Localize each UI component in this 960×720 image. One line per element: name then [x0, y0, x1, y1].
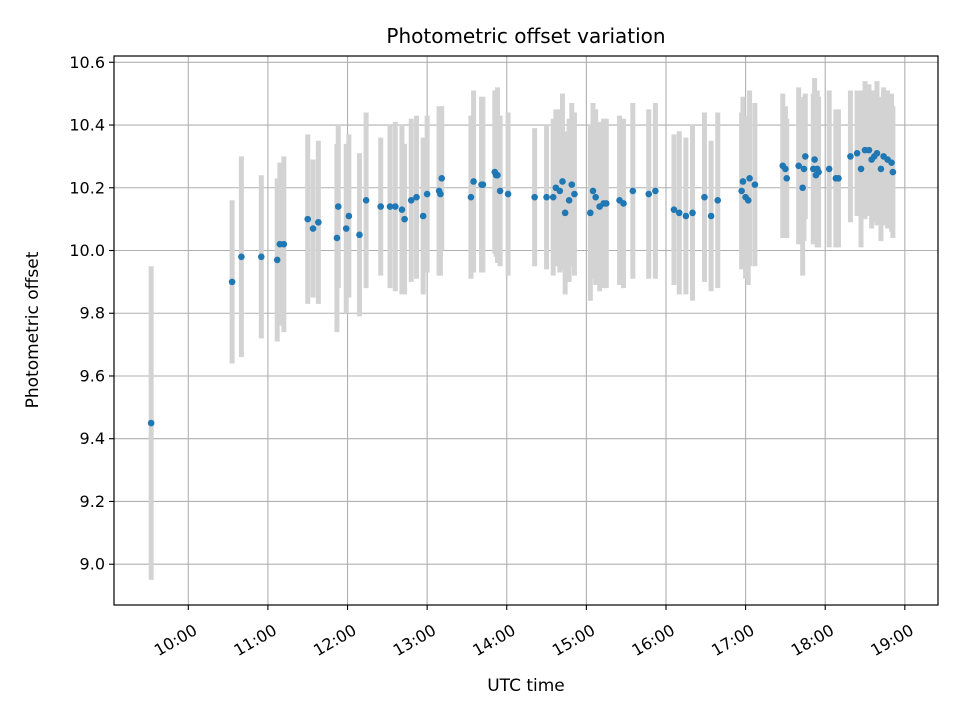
data-point	[565, 197, 573, 204]
data-point	[147, 419, 155, 427]
data-point	[494, 171, 501, 179]
y-tick-label: 10.4	[69, 116, 105, 135]
data-point	[629, 187, 637, 195]
data-point	[413, 193, 420, 201]
data-point	[334, 203, 342, 210]
data-point	[602, 200, 610, 207]
y-axis-label: Photometric offset	[23, 251, 43, 408]
data-point	[857, 165, 865, 173]
data-point	[398, 206, 406, 214]
data-point	[873, 149, 881, 157]
data-point	[437, 190, 444, 198]
data-point	[652, 187, 659, 195]
y-tick-label: 10.6	[69, 53, 105, 72]
data-point	[645, 190, 653, 198]
plot-frame	[113, 55, 939, 606]
data-point	[386, 203, 394, 210]
data-points	[147, 146, 897, 427]
data-point	[309, 225, 317, 232]
data-point	[479, 181, 487, 188]
data-point	[738, 187, 745, 195]
data-point	[815, 168, 822, 176]
data-point	[620, 200, 627, 207]
data-point	[800, 165, 808, 173]
data-point	[587, 209, 594, 217]
y-axis: 9.0 9.2 9.4 9.6 9.8 10.0 10.2 10.4 10.6	[69, 53, 114, 574]
data-point	[273, 256, 281, 264]
data-point	[362, 197, 370, 204]
data-point	[496, 187, 504, 195]
data-point	[561, 209, 569, 217]
data-point	[419, 212, 427, 220]
data-point	[345, 212, 353, 220]
data-point	[304, 215, 312, 223]
data-point	[504, 190, 512, 198]
data-point	[589, 187, 597, 195]
data-point	[531, 193, 538, 201]
data-point	[739, 178, 747, 185]
data-point	[675, 209, 683, 217]
data-point	[333, 234, 341, 242]
data-point	[811, 156, 818, 163]
data-point	[228, 278, 236, 286]
data-point	[543, 193, 550, 201]
data-point	[865, 146, 873, 154]
data-point	[571, 190, 578, 198]
data-point	[556, 187, 564, 195]
data-point	[795, 162, 802, 170]
data-point	[407, 197, 415, 204]
data-point	[470, 178, 477, 185]
data-point	[377, 203, 385, 210]
y-tick-label: 10.2	[69, 178, 105, 197]
data-point	[714, 197, 722, 204]
data-point	[877, 165, 885, 173]
data-point	[799, 184, 806, 192]
data-point	[701, 193, 708, 201]
data-point	[238, 253, 245, 261]
data-point	[783, 175, 791, 182]
data-point	[670, 206, 678, 214]
data-point	[782, 165, 789, 173]
data-point	[467, 193, 475, 201]
y-tick-label: 9.0	[80, 555, 105, 574]
data-point	[802, 153, 809, 160]
data-point	[568, 181, 576, 188]
data-point	[315, 218, 322, 226]
y-tick-label: 9.4	[80, 429, 105, 448]
data-point	[889, 168, 897, 176]
data-point	[682, 212, 690, 220]
y-tick-label: 10.0	[69, 241, 105, 260]
data-point	[549, 193, 557, 201]
data-point	[438, 175, 446, 182]
data-point	[392, 203, 399, 210]
data-point	[423, 190, 431, 198]
data-point	[751, 181, 759, 188]
data-point	[356, 231, 363, 239]
data-point	[257, 253, 265, 261]
y-tick-label: 9.6	[80, 366, 105, 385]
data-point	[342, 225, 350, 232]
y-tick-label: 9.2	[80, 492, 105, 511]
data-point	[835, 175, 842, 182]
data-point	[746, 175, 753, 182]
data-point	[707, 212, 715, 220]
chart-title: Photometric offset variation	[386, 24, 665, 48]
x-axis-label: UTC time	[487, 676, 565, 696]
data-point	[825, 165, 833, 173]
data-point	[744, 197, 752, 204]
data-point	[592, 193, 599, 201]
data-point	[559, 178, 566, 185]
y-tick-label: 9.8	[80, 304, 105, 323]
data-point	[888, 159, 895, 166]
data-point	[401, 215, 408, 223]
data-point	[689, 209, 696, 217]
data-point	[853, 149, 861, 157]
data-point	[280, 240, 288, 248]
data-point	[847, 153, 854, 160]
